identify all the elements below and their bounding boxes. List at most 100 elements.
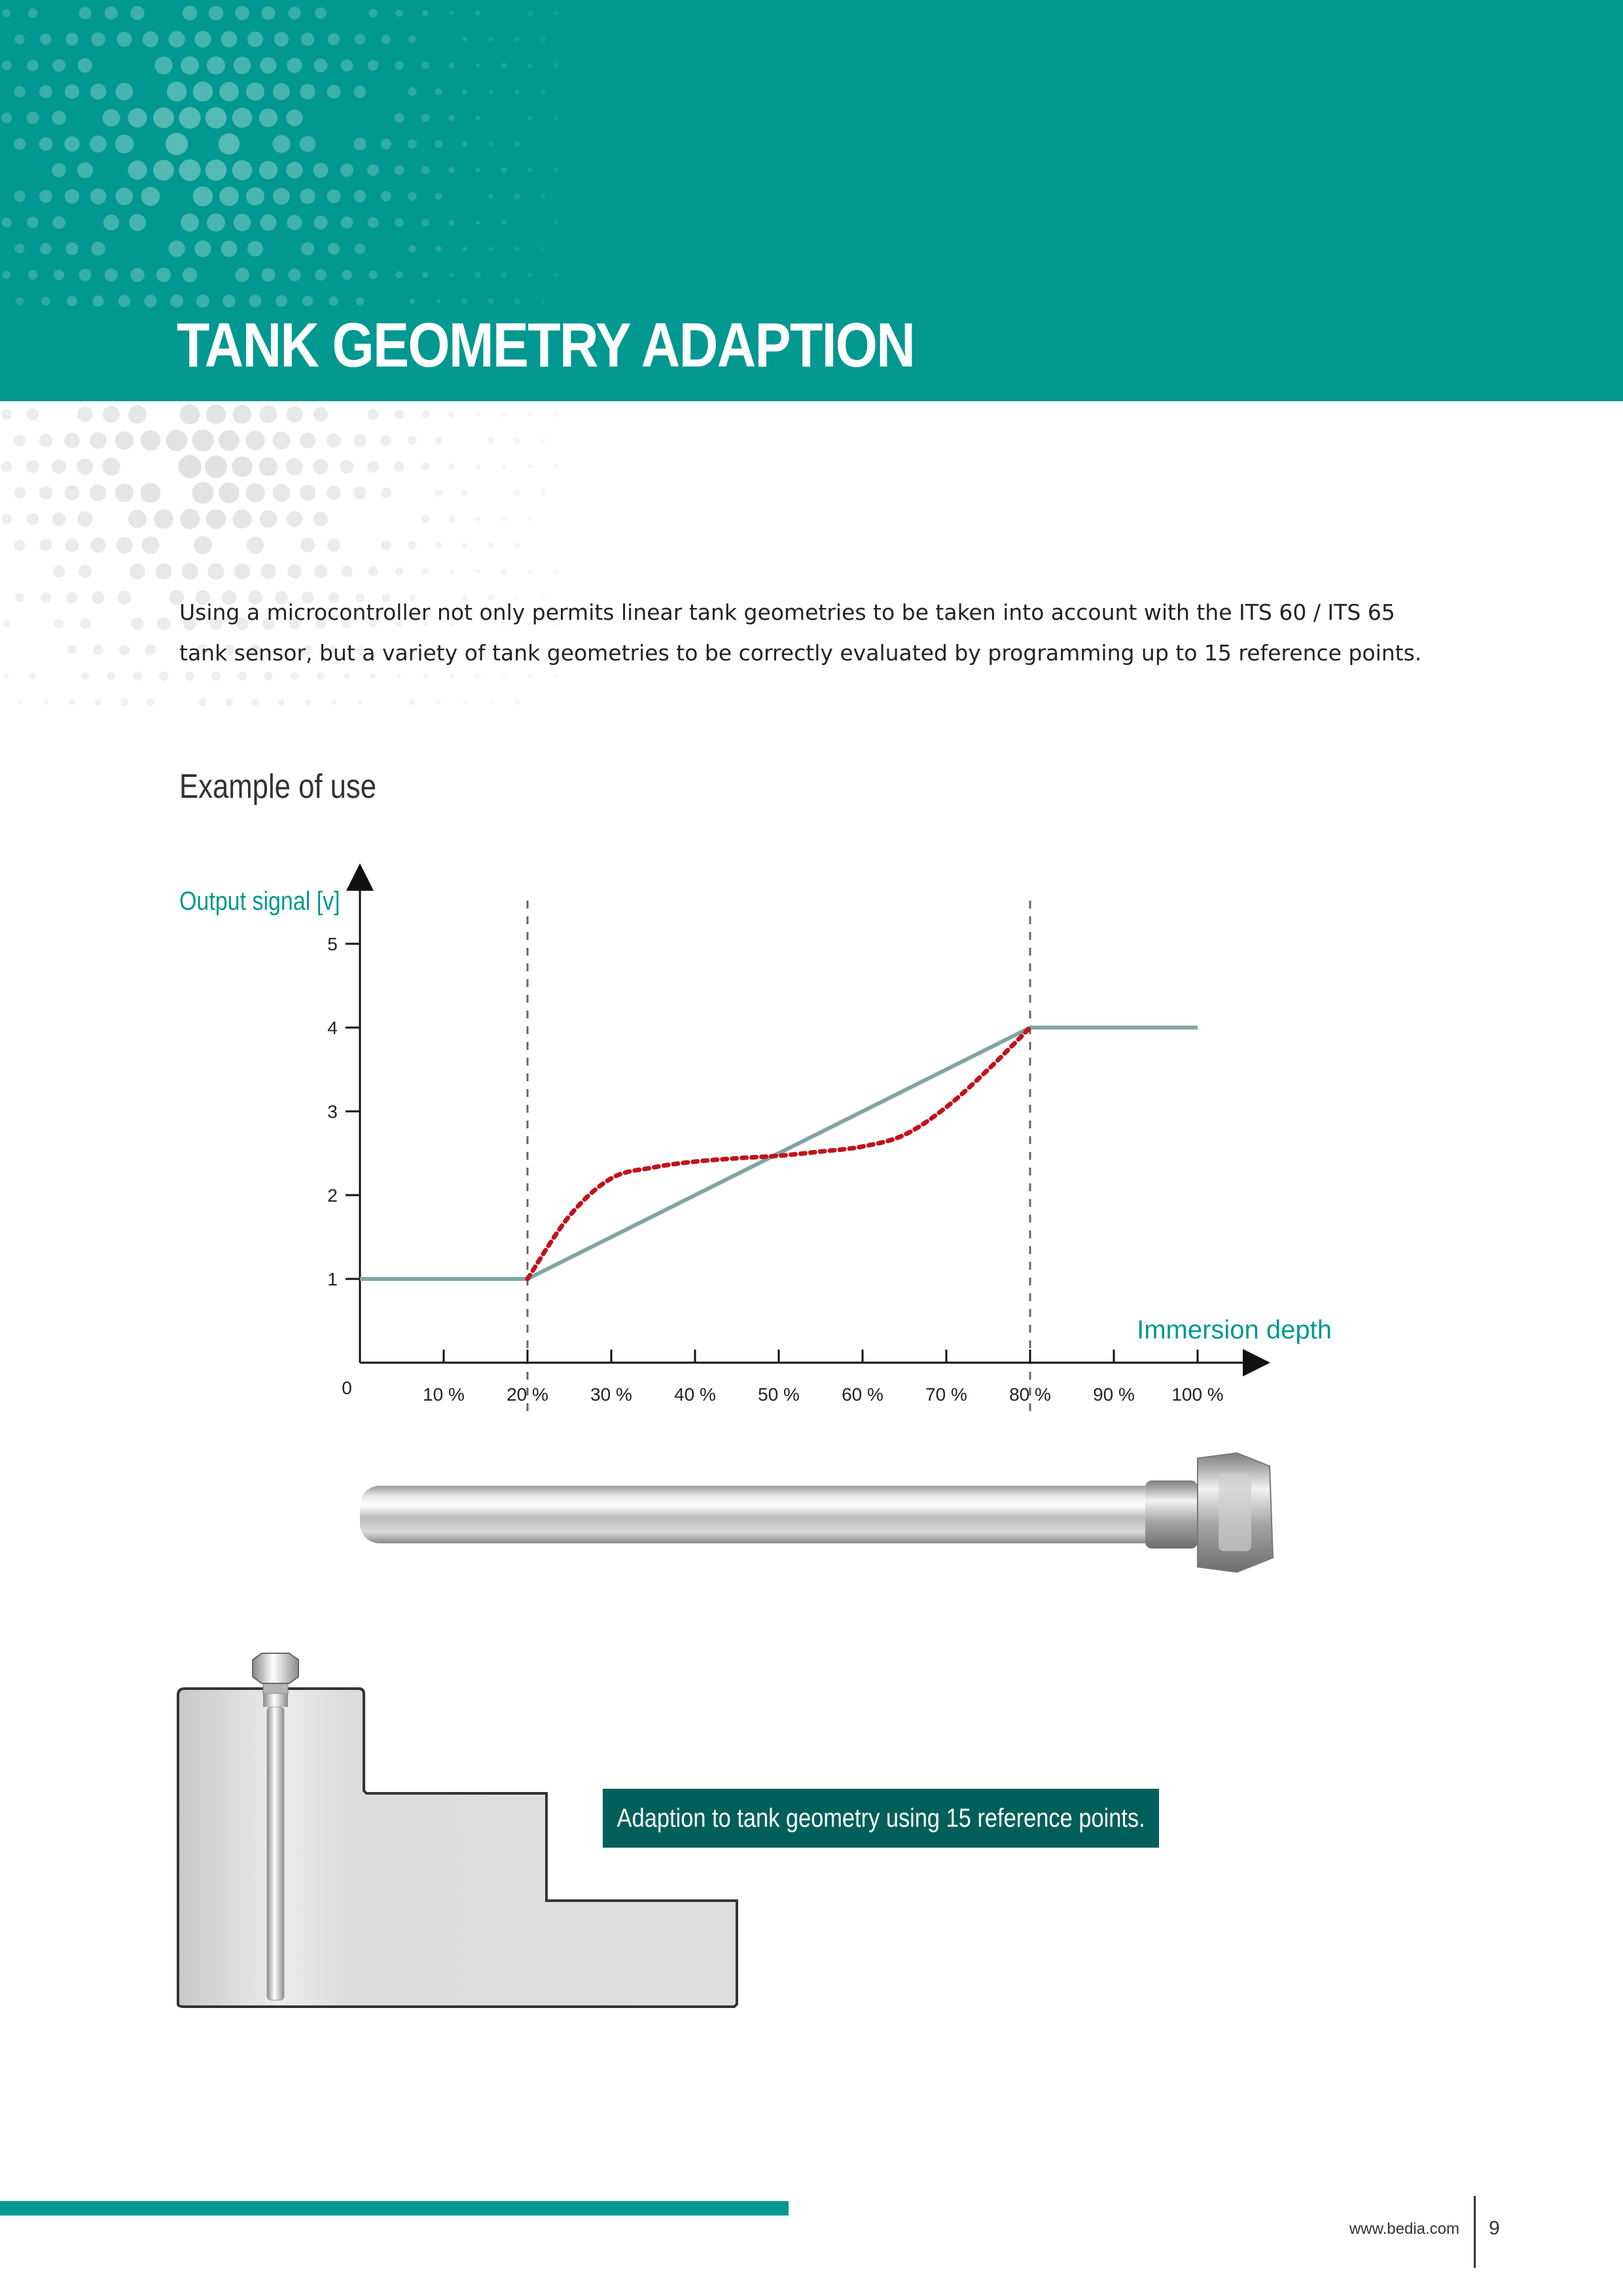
decoration-dot: [449, 621, 454, 626]
decoration-dot: [448, 62, 455, 69]
decoration-dot: [246, 82, 264, 101]
decoration-dot: [423, 673, 428, 679]
decoration-dot: [272, 431, 291, 450]
decoration-dot: [382, 593, 391, 602]
decoration-dot: [527, 516, 533, 522]
decoration-dot: [14, 243, 25, 254]
decoration-dot: [245, 431, 265, 450]
decoration-dot: [26, 111, 39, 124]
decoration-dot: [247, 537, 264, 554]
decoration-dot: [527, 63, 533, 68]
decoration-dot: [435, 542, 442, 548]
decoration-dot: [2, 270, 11, 279]
decoration-dot: [93, 645, 103, 655]
decoration-dot: [115, 82, 134, 101]
decoration-dot: [368, 270, 378, 279]
decoration-dot: [540, 88, 546, 95]
decoration-dot: [367, 164, 379, 176]
decoration-dot: [327, 189, 341, 204]
decoration-dot: [128, 405, 147, 423]
decoration-dot: [54, 619, 64, 629]
decoration-dot: [234, 563, 251, 580]
decoration-dot: [327, 242, 340, 255]
decoration-dot: [475, 220, 480, 225]
page-number: 9: [1489, 2217, 1500, 2239]
decoration-dot: [105, 7, 118, 20]
decoration-dot: [52, 512, 66, 526]
decoration-dot: [105, 268, 118, 281]
decoration-dot: [276, 295, 287, 307]
decoration-dot: [501, 167, 507, 173]
decoration-dot: [461, 490, 468, 496]
decoration-dot: [488, 89, 493, 94]
decoration-dot: [354, 33, 366, 45]
decoration-dot: [232, 509, 252, 529]
decoration-dot: [3, 620, 10, 628]
decoration-dot: [119, 645, 130, 655]
decoration-dot: [329, 645, 338, 655]
decoration-dot: [368, 566, 378, 577]
decoration-dot: [39, 433, 53, 448]
decoration-dot: [233, 213, 251, 232]
decoration-dot: [394, 461, 404, 472]
decoration-dot: [353, 190, 366, 203]
decoration-dot: [367, 217, 379, 228]
decoration-dot: [145, 644, 156, 656]
decoration-dot: [142, 31, 159, 48]
decoration-dot: [448, 411, 455, 418]
decoration-dot: [541, 298, 546, 304]
decoration-dot: [327, 486, 341, 500]
decoration-dot: [448, 463, 455, 470]
decoration-dot: [1, 60, 12, 71]
decoration-dot: [367, 60, 379, 71]
decoration-dot: [501, 62, 507, 69]
decoration-dot: [300, 84, 315, 99]
decoration-dot: [77, 511, 93, 527]
page-title: TANK GEOMETRY ADAPTION: [177, 310, 916, 380]
decoration-dot: [421, 219, 429, 226]
decoration-dot: [449, 569, 454, 574]
decoration-dot: [27, 270, 38, 280]
decoration-dot: [501, 516, 507, 522]
decoration-dot: [541, 595, 546, 600]
decoration-dot: [449, 272, 454, 278]
decoration-dot: [553, 62, 560, 69]
decoration-dot: [300, 242, 315, 256]
decoration-dot: [118, 295, 131, 308]
decoration-dot: [77, 406, 93, 422]
decoration-dot: [540, 647, 546, 653]
decoration-dot: [156, 267, 171, 283]
decoration-dot: [14, 435, 26, 446]
decoration-dot: [221, 240, 238, 257]
decoration-dot: [262, 617, 275, 630]
decoration-dot: [79, 618, 91, 630]
decoration-dot: [299, 484, 316, 501]
decoration-dot: [448, 219, 455, 226]
decoration-dot: [514, 437, 520, 444]
decoration-dot: [192, 482, 214, 504]
decoration-dot: [64, 433, 80, 448]
decoration-dot: [26, 512, 39, 526]
decoration-dot: [69, 699, 75, 706]
decoration-dot: [90, 188, 107, 205]
decoration-dot: [259, 160, 278, 180]
decoration-dot: [462, 595, 467, 600]
decoration-dot: [330, 699, 337, 706]
x-axis-title: Immersion depth: [1137, 1316, 1332, 1344]
decoration-dot: [232, 456, 253, 477]
decoration-dot: [179, 107, 201, 129]
decoration-dot: [130, 268, 145, 282]
origin-label: 0: [342, 1378, 352, 1398]
decoration-dot: [259, 405, 277, 423]
decoration-dot: [313, 406, 329, 422]
decoration-dot: [248, 590, 262, 605]
decoration-dot: [27, 60, 39, 71]
decoration-dot: [369, 620, 377, 628]
decoration-dot: [40, 33, 52, 45]
decoration-dot: [205, 159, 227, 181]
decoration-dot: [421, 410, 429, 418]
decoration-dot: [223, 295, 236, 308]
decoration-dot: [64, 136, 80, 152]
decoration-dot: [408, 87, 417, 96]
decoration-dot: [286, 162, 303, 179]
